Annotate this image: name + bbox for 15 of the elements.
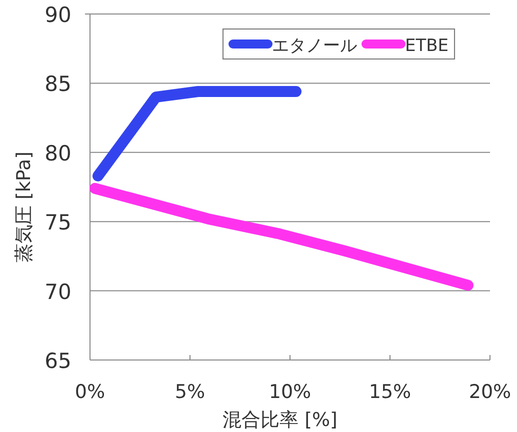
y-tick-label: 80 [44, 141, 72, 166]
y-axis-title: 蒸気圧 [kPa] [13, 151, 35, 263]
x-tick-label: 15% [368, 381, 412, 403]
y-tick-label: 65 [44, 349, 72, 373]
y-tick-label: 75 [44, 210, 72, 235]
x-tick-label: 0% [74, 381, 106, 403]
x-axis-title: 混合比率 [%] [222, 409, 338, 431]
x-tick-label: 5% [174, 381, 206, 403]
y-tick-label: 90 [44, 3, 72, 27]
legend-label: ETBE [405, 36, 449, 56]
legend-label: エタノール [272, 36, 357, 56]
y-tick-label: 70 [44, 280, 72, 304]
x-tick-label: 20% [468, 381, 512, 403]
x-tick-label: 10% [268, 381, 312, 403]
y-tick-label: 85 [44, 72, 72, 96]
